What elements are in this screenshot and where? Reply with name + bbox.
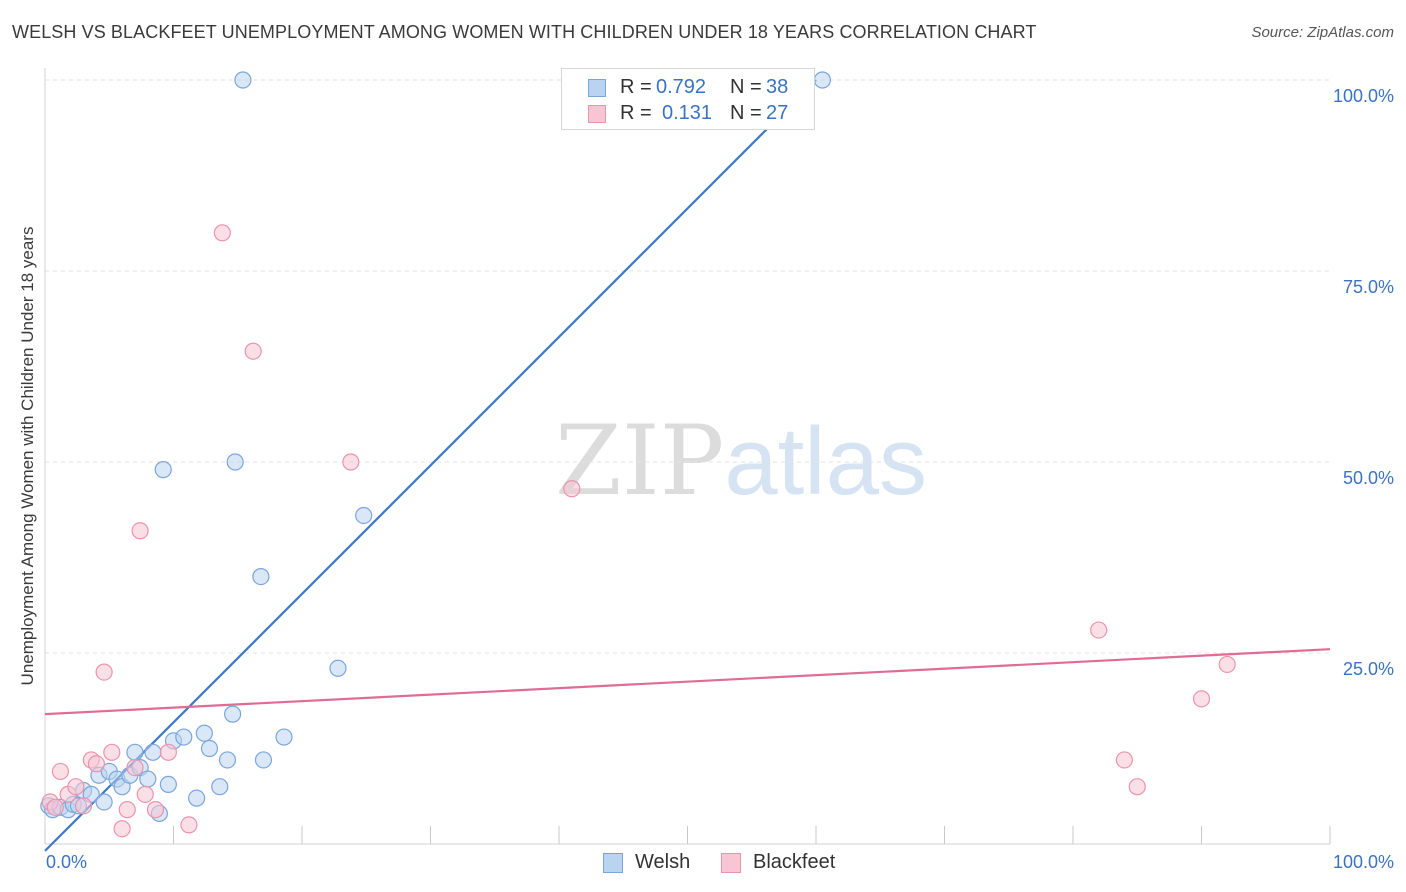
blackfeet-point [244,342,262,360]
legend-row-welsh: R = 0.792 N = 38 [562,76,814,102]
blackfeet-point [74,797,93,815]
y-tick-label: 75.0% [1342,277,1394,297]
welsh-point [95,793,113,811]
welsh-trend-line [44,79,817,852]
welsh-point [224,705,242,723]
watermark-zip: ZIP [555,405,725,517]
legend-swatch-welsh [588,79,606,97]
y-tick-label: 100.0% [1332,86,1394,106]
x-tick-min: 0.0% [46,852,88,872]
blackfeet-point [113,820,131,838]
blackfeet-point [131,522,149,540]
blackfeet-point [126,758,144,777]
welsh-point [813,71,832,89]
welsh-point [254,751,273,769]
blackfeet-point [1192,690,1211,708]
stats-legend: R = 0.792 N = 38 R = 0.131 N = 27 [561,68,815,130]
source-label: Source: ZipAtlas.com [1251,24,1394,41]
y-axis-title: Unemployment Among Women with Children U… [18,226,37,686]
legend-row-blackfeet: R = 0.131 N = 27 [562,102,814,128]
chart-title: WELSH VS BLACKFEET UNEMPLOYMENT AMONG WO… [12,22,1037,42]
series-legend: Welsh Blackfeet [0,850,1406,878]
welsh-point [144,743,162,761]
legend-n-label: N = [730,102,762,124]
welsh-point [195,724,213,742]
welsh-point [252,567,270,586]
welsh-point [211,778,229,796]
blackfeet-trend-line [44,648,1331,716]
legend-label-blackfeet: Blackfeet [753,851,836,873]
x-tick-max: 100.0% [1332,852,1394,872]
blackfeet-point [103,743,121,761]
blackfeet-point [51,762,70,781]
welsh-point [159,775,177,794]
welsh-point [139,770,157,788]
legend-n-value: 38 [766,76,789,98]
blackfeet-point [1115,751,1134,769]
blackfeet-point [563,480,581,498]
blackfeet-point [46,798,64,816]
legend-swatch-blackfeet [588,105,606,123]
legend-n-value: 27 [766,102,789,124]
blackfeet-point [1218,655,1236,674]
welsh-point [218,751,237,769]
blackfeet-point [146,801,165,819]
legend-r-value: 0.792 [656,76,707,98]
blackfeet-point [342,453,360,471]
blackfeet-point [1128,778,1146,796]
blackfeet-point [118,801,136,819]
blackfeet-point [87,755,106,773]
welsh-point [154,461,172,479]
blackfeet-point [159,743,177,761]
legend-r-label: R = [620,76,652,98]
blackfeet-point [180,816,198,834]
welsh-point [355,506,373,525]
legend-label-welsh: Welsh [635,851,691,873]
y-tick-label: 25.0% [1342,659,1394,679]
welsh-point [329,659,347,677]
grid-lines [45,79,1330,654]
blackfeet-point [136,785,154,803]
legend-r-value: 0.131 [662,102,713,124]
axes [44,68,1331,845]
legend-swatch-blackfeet [721,853,741,873]
welsh-points [40,71,832,823]
welsh-point [226,453,244,471]
legend-swatch-welsh [603,853,623,873]
blackfeet-point [95,663,113,681]
blackfeet-points [41,224,1236,838]
welsh-point [126,743,144,761]
blackfeet-point [213,224,231,242]
blackfeet-point [67,778,85,796]
y-tick-label: 50.0% [1342,468,1394,488]
welsh-point [200,739,219,758]
legend-n-label: N = [730,76,762,98]
welsh-point [175,728,193,746]
blackfeet-point [1090,621,1108,639]
welsh-point [188,789,206,807]
trend-lines [44,79,1331,852]
legend-r-label: R = [620,102,652,124]
welsh-point [234,71,252,89]
welsh-point [275,728,293,746]
